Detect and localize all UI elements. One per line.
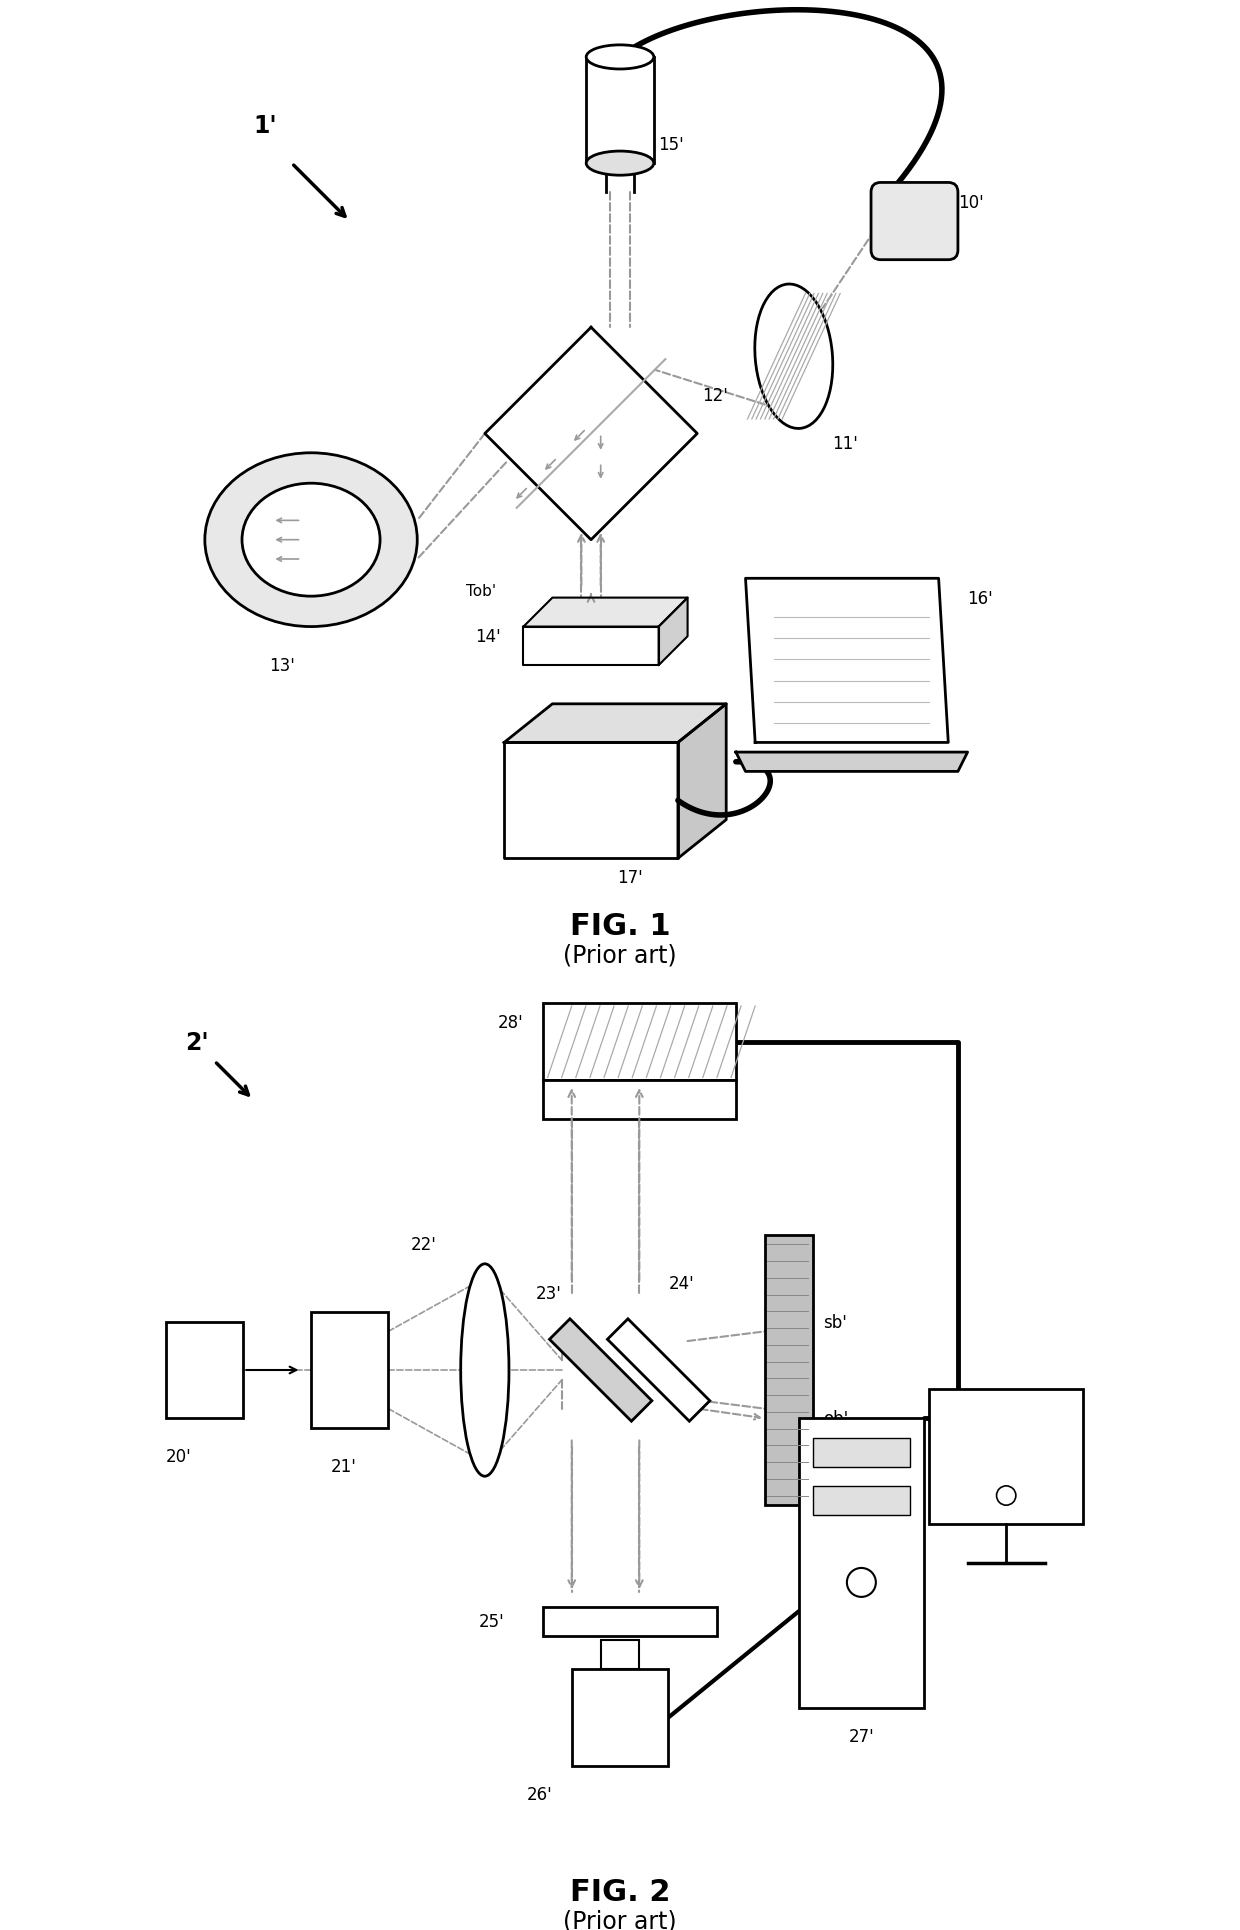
Ellipse shape	[587, 46, 653, 69]
FancyBboxPatch shape	[813, 1438, 910, 1467]
Text: 27': 27'	[848, 1727, 874, 1745]
Text: 17': 17'	[616, 868, 642, 886]
Text: 22': 22'	[410, 1235, 436, 1254]
FancyBboxPatch shape	[543, 1004, 735, 1081]
Text: Tob': Tob'	[465, 583, 496, 598]
Text: 2': 2'	[186, 1031, 210, 1054]
Polygon shape	[735, 753, 967, 772]
Text: 23': 23'	[536, 1283, 562, 1303]
Text: 28': 28'	[497, 1013, 523, 1033]
Polygon shape	[745, 579, 949, 743]
Ellipse shape	[242, 484, 381, 596]
Text: 26': 26'	[527, 1785, 552, 1803]
FancyBboxPatch shape	[870, 183, 959, 261]
Ellipse shape	[997, 1486, 1016, 1505]
Ellipse shape	[587, 152, 653, 176]
Polygon shape	[658, 598, 688, 666]
Text: FIG. 2: FIG. 2	[569, 1876, 671, 1907]
FancyBboxPatch shape	[799, 1419, 924, 1708]
FancyBboxPatch shape	[813, 1486, 910, 1515]
Text: (Prior art): (Prior art)	[563, 944, 677, 967]
Ellipse shape	[205, 454, 417, 627]
Text: 11': 11'	[832, 434, 858, 454]
FancyBboxPatch shape	[543, 1081, 735, 1119]
Text: 21': 21'	[330, 1457, 356, 1475]
Polygon shape	[608, 1318, 709, 1422]
Text: 20': 20'	[166, 1448, 192, 1465]
FancyBboxPatch shape	[587, 58, 653, 164]
Polygon shape	[505, 704, 727, 743]
FancyBboxPatch shape	[166, 1322, 243, 1419]
Text: (Prior art): (Prior art)	[563, 1909, 677, 1930]
Polygon shape	[485, 328, 697, 540]
FancyBboxPatch shape	[572, 1669, 668, 1766]
Ellipse shape	[461, 1264, 508, 1476]
Text: 12': 12'	[702, 386, 728, 405]
Text: 1': 1'	[253, 114, 277, 137]
Text: 25': 25'	[479, 1612, 505, 1631]
Text: ob': ob'	[823, 1409, 848, 1428]
FancyBboxPatch shape	[929, 1390, 1084, 1525]
FancyBboxPatch shape	[543, 1606, 717, 1637]
FancyBboxPatch shape	[765, 1235, 813, 1505]
Ellipse shape	[755, 286, 833, 428]
Text: 16': 16'	[967, 589, 993, 608]
Polygon shape	[678, 704, 727, 859]
Polygon shape	[505, 743, 678, 859]
Polygon shape	[549, 1318, 652, 1422]
Text: 24': 24'	[668, 1274, 694, 1293]
FancyBboxPatch shape	[311, 1312, 388, 1428]
Text: sb': sb'	[823, 1312, 847, 1332]
Text: 13': 13'	[269, 656, 295, 674]
Text: FIG. 1: FIG. 1	[569, 911, 671, 942]
Text: 14': 14'	[475, 627, 501, 647]
Polygon shape	[523, 598, 688, 627]
Text: 15': 15'	[658, 135, 684, 154]
FancyBboxPatch shape	[600, 1640, 640, 1669]
Polygon shape	[523, 627, 658, 666]
Ellipse shape	[847, 1567, 875, 1598]
Text: 10': 10'	[959, 193, 983, 212]
